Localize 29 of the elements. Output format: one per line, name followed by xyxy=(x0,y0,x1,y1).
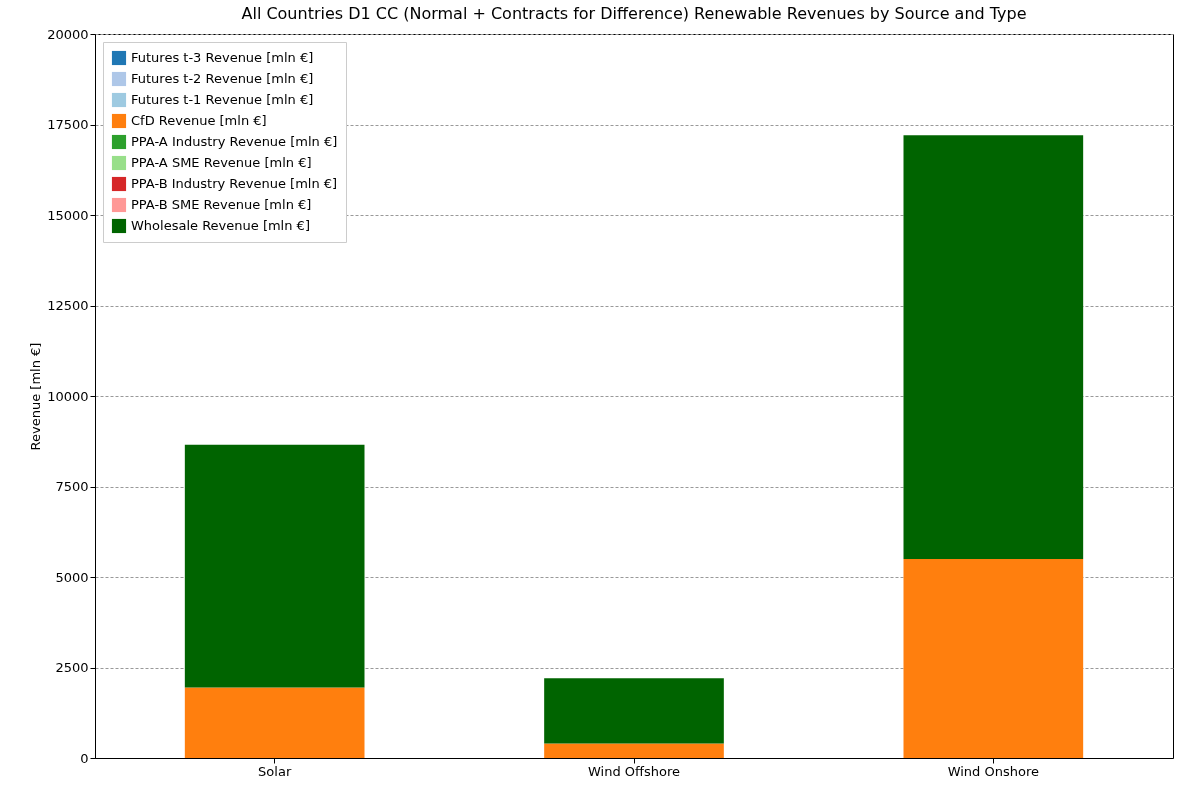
y-tick-label: 5000 xyxy=(55,569,89,585)
y-tick-label: 15000 xyxy=(47,207,89,223)
bar xyxy=(903,135,1084,559)
legend-label: CfD Revenue [mln €] xyxy=(131,113,267,128)
legend-label: Futures t-3 Revenue [mln €] xyxy=(131,50,314,65)
legend-label: Futures t-2 Revenue [mln €] xyxy=(131,71,314,86)
x-tick-label: Wind Offshore xyxy=(587,763,681,779)
bar xyxy=(184,687,365,758)
y-tick-label: 10000 xyxy=(47,388,89,404)
y-tick-label: 7500 xyxy=(55,479,89,494)
legend-label: PPA-A SME Revenue [mln €] xyxy=(131,155,312,170)
x-tick-label: Solar xyxy=(258,763,292,779)
bar xyxy=(544,678,724,744)
legend-label: Wholesale Revenue [mln €] xyxy=(131,218,310,233)
y-tick-label: 0 xyxy=(80,750,89,766)
bar xyxy=(903,558,1084,758)
y-axis-title: Revenue [mln €] xyxy=(28,342,44,451)
legend-label: Futures t-1 Revenue [mln €] xyxy=(131,92,314,107)
bar xyxy=(544,743,724,758)
y-tick-label: 17500 xyxy=(47,117,89,132)
y-tick-label: 12500 xyxy=(47,298,89,313)
legend-label: PPA-A Industry Revenue [mln €] xyxy=(131,134,338,149)
y-tick-label: 2500 xyxy=(55,660,89,675)
bar xyxy=(184,444,365,688)
legend-label: PPA-B SME Revenue [mln €] xyxy=(131,197,312,212)
legend-label: PPA-B Industry Revenue [mln €] xyxy=(131,176,338,191)
y-tick-label: 20000 xyxy=(47,26,89,42)
x-tick-label: Wind Onshore xyxy=(947,763,1039,779)
chart-title: All Countries D1 CC (Normal + Contracts for Difference) Renewable Revenues by Source and Type xyxy=(241,4,1027,23)
